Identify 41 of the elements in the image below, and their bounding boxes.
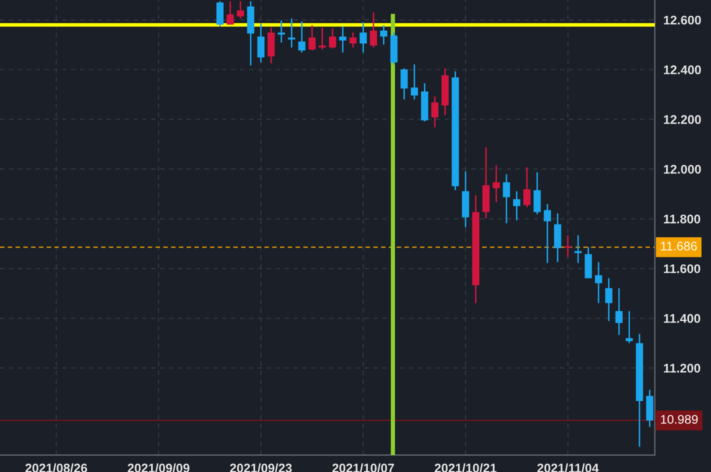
candlestick — [278, 20, 285, 44]
candlestick — [554, 212, 562, 263]
candlestick — [308, 24, 316, 52]
y-tick-label: 11.200 — [664, 364, 700, 373]
candlestick — [513, 190, 520, 221]
candlestick — [502, 174, 510, 224]
candlestick — [216, 0, 224, 28]
candlestick — [360, 22, 367, 54]
candlestick — [328, 28, 336, 50]
candlestick — [594, 261, 602, 304]
candlestick — [534, 172, 541, 216]
candlestick — [492, 164, 500, 203]
y-tick-label: 11.400 — [664, 314, 700, 323]
ref-line-label: 11.686 — [661, 242, 697, 250]
candlestick — [605, 278, 612, 322]
candlestick — [380, 24, 388, 46]
candlestick — [339, 26, 346, 54]
y-tick-label: 11.800 — [664, 214, 700, 224]
y-tick-label: 11.600 — [664, 264, 700, 274]
candlestick — [288, 18, 296, 48]
candlestick — [431, 96, 438, 128]
candlestick — [370, 12, 378, 48]
candlestick — [298, 20, 306, 54]
candlestick — [626, 310, 633, 344]
candlestick — [523, 166, 531, 208]
candlestick — [615, 287, 623, 336]
candlestick — [226, 0, 234, 26]
candlestick — [574, 234, 582, 264]
y-tick-label: 12.000 — [664, 164, 701, 174]
ref-line-label: 10.989 — [661, 414, 698, 424]
candlestick — [410, 64, 418, 100]
candlestick — [268, 26, 275, 64]
y-tick-label: 12.200 — [664, 115, 701, 124]
candlestick — [236, 0, 244, 20]
y-tick-label: 12.400 — [664, 65, 701, 74]
candlestick — [544, 203, 551, 264]
candlestick — [257, 22, 264, 64]
candlestick — [400, 68, 408, 100]
y-tick-label: 12.600 — [664, 16, 701, 25]
candlestick — [349, 32, 357, 48]
candlestick — [318, 26, 326, 50]
